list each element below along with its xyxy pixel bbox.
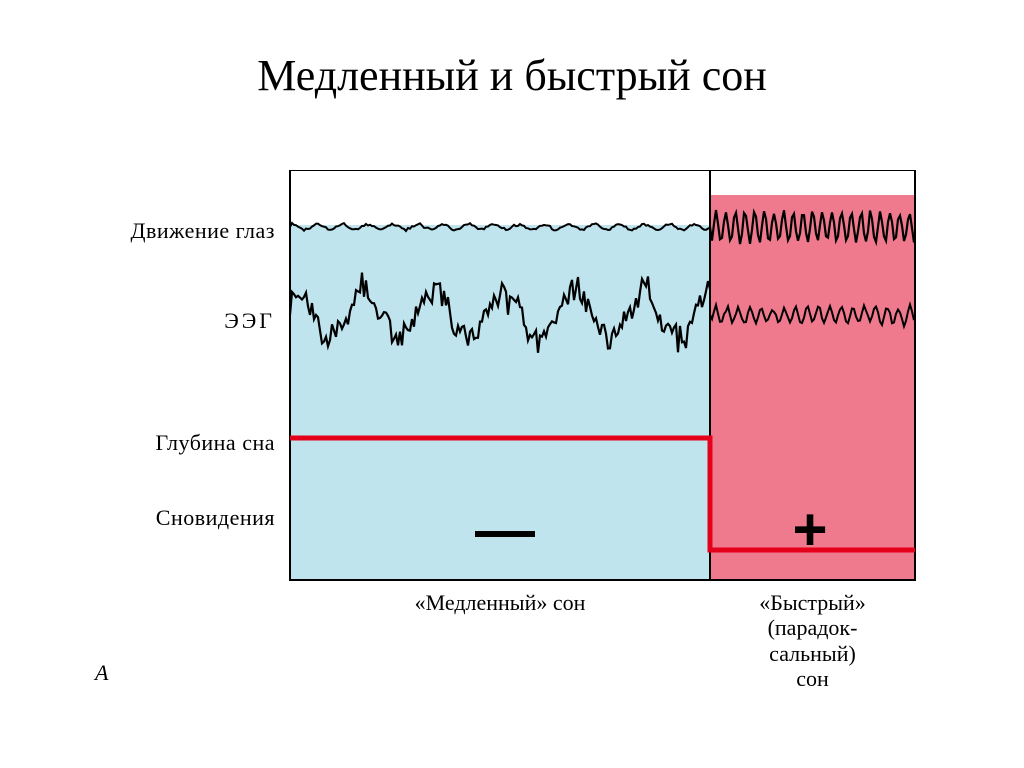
label-fast-sleep: «Быстрый» (парадок- сальный) сон [710, 590, 915, 691]
dreams-minus-symbol: — [465, 495, 545, 564]
page: Медленный и быстрый сон Движение глаз ЭЭ… [0, 0, 1024, 768]
panel-letter-A: А [95, 660, 108, 686]
sleep-diagram: Движение глаз ЭЭГ Глубина сна Сновидения… [95, 170, 935, 730]
label-dreams: Сновидения [95, 505, 275, 531]
label-sleep-depth: Глубина сна [95, 430, 275, 456]
label-slow-sleep: «Медленный» сон [290, 590, 710, 615]
label-eeg: ЭЭГ [95, 308, 275, 334]
label-eye-movement: Движение глаз [95, 218, 275, 244]
dreams-plus-symbol: + [780, 495, 840, 564]
page-title: Медленный и быстрый сон [0, 50, 1024, 101]
